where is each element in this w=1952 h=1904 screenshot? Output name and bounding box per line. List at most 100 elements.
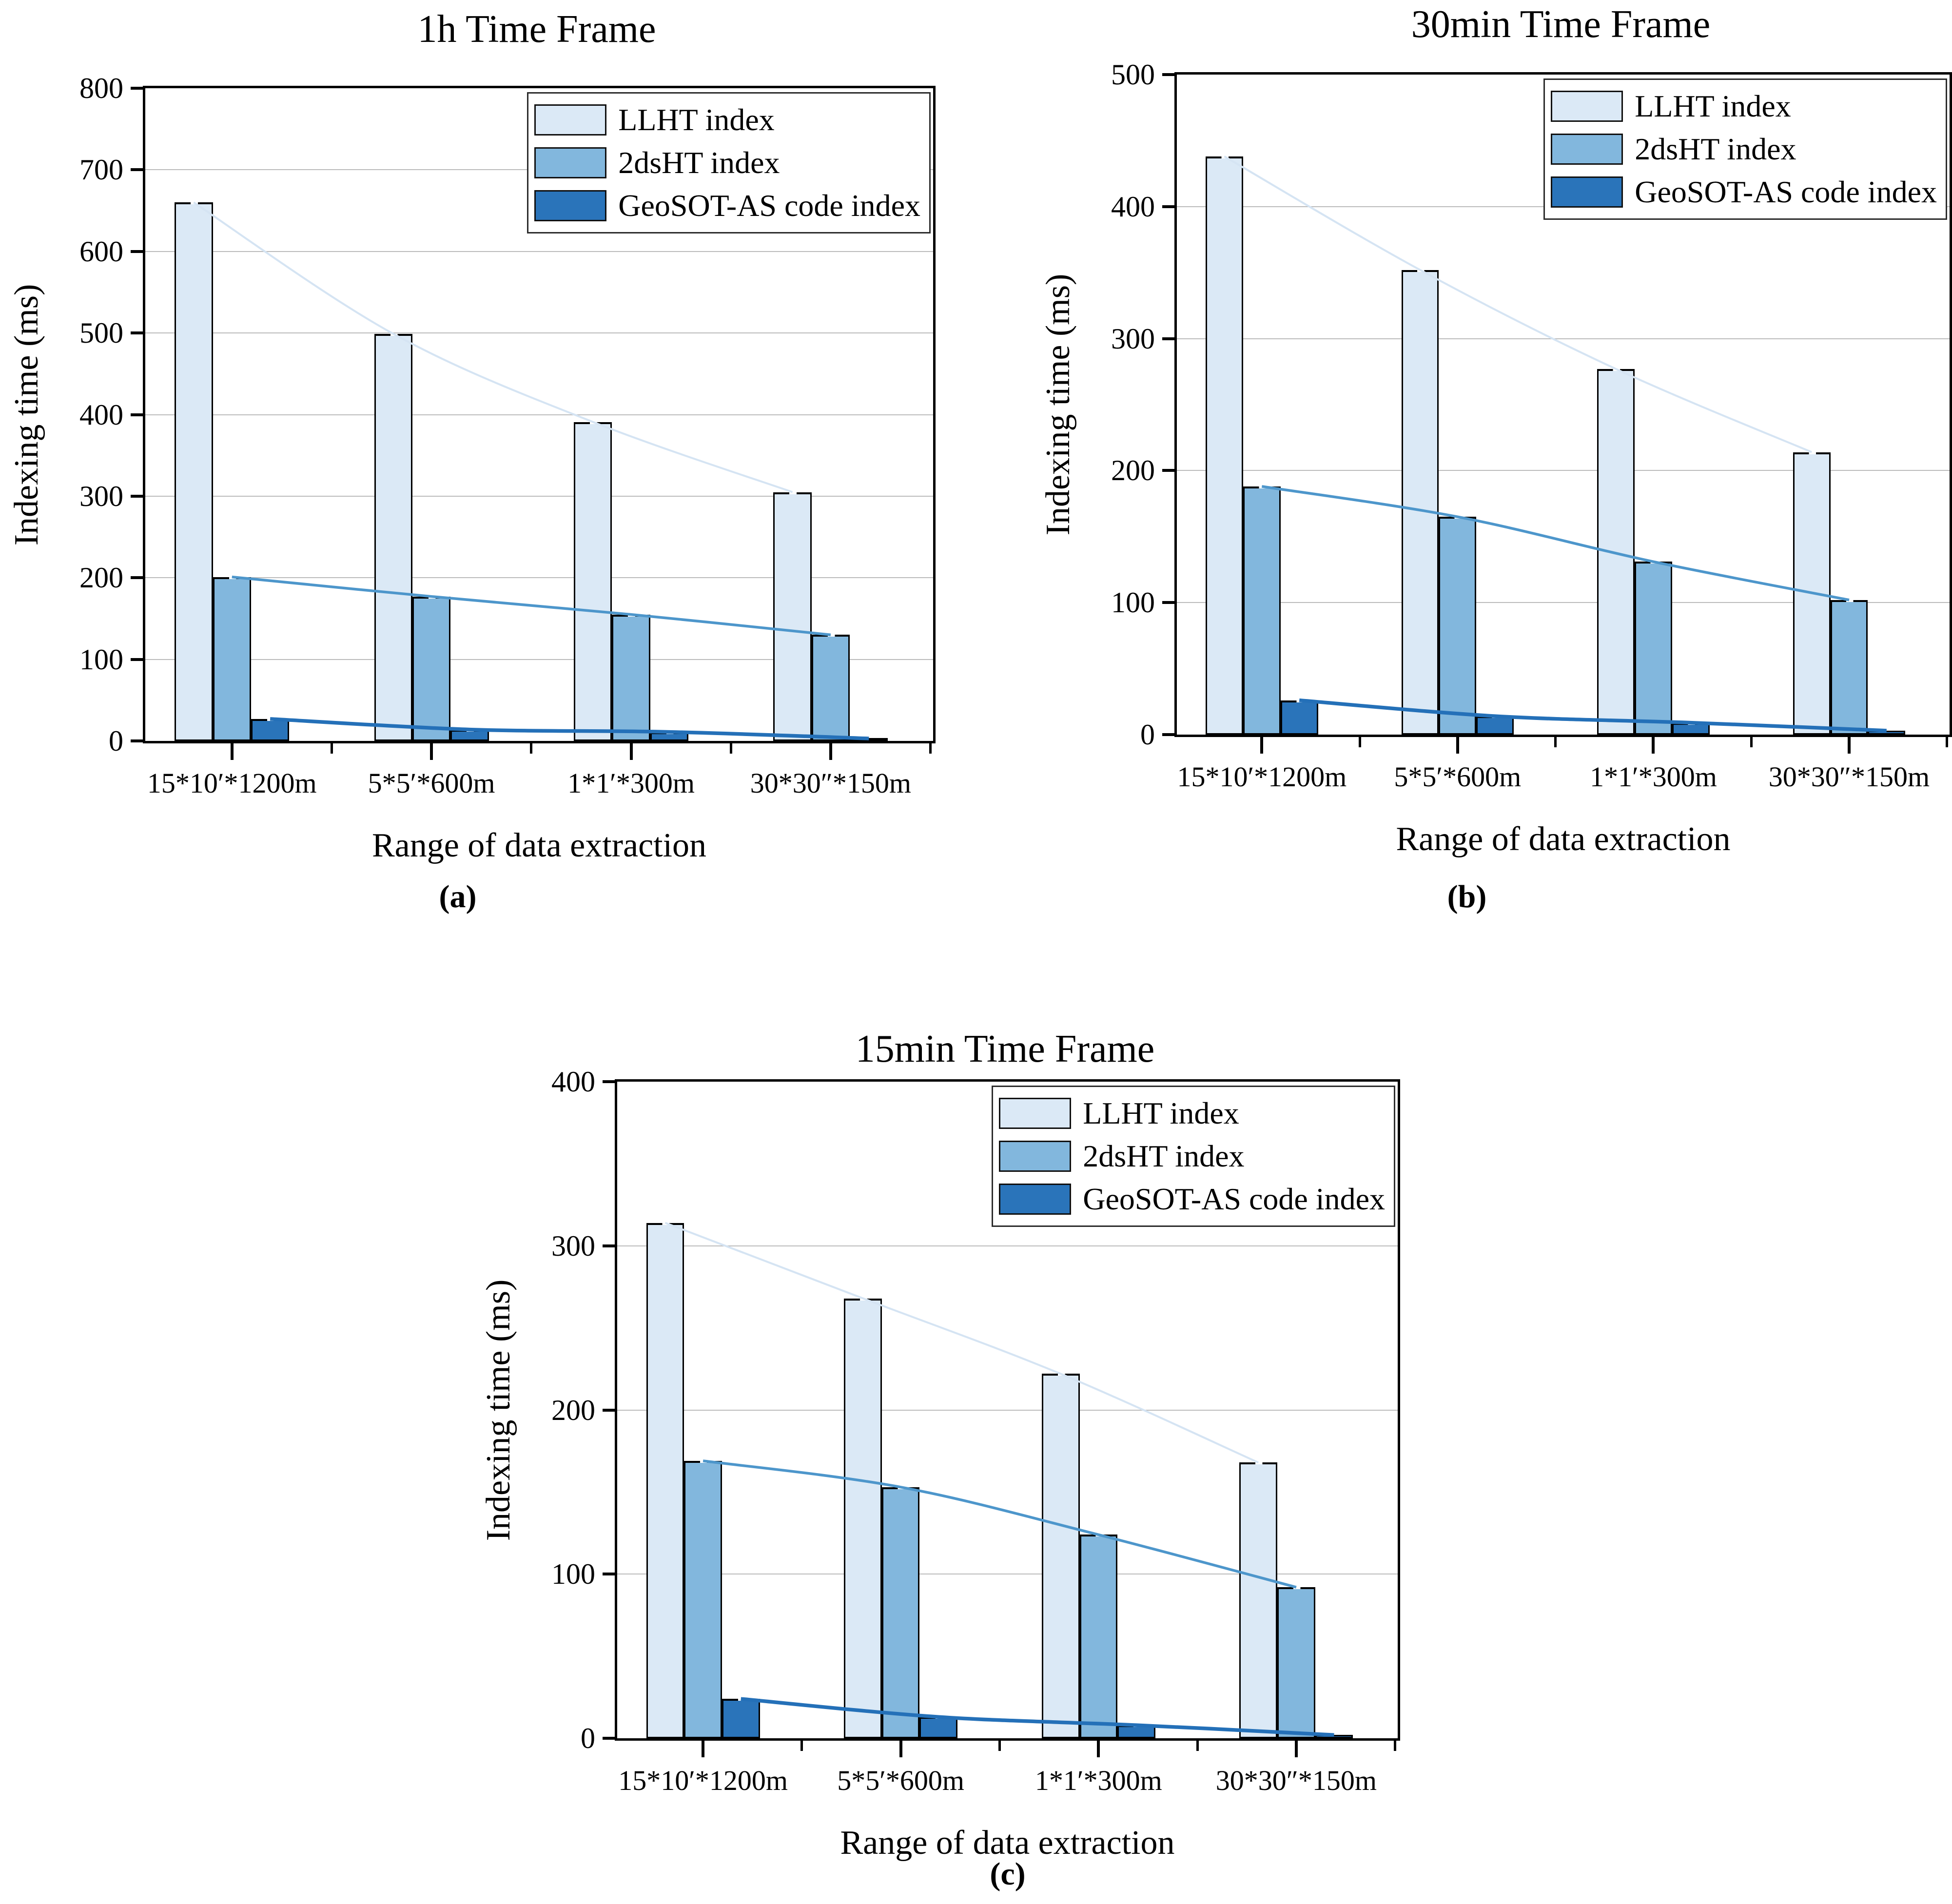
- x-tick-minor-mark: [530, 743, 533, 754]
- x-tick-mark: [1652, 737, 1655, 754]
- legend-item: GeoSOT-AS code index: [999, 1178, 1385, 1221]
- legend-swatch: [999, 1098, 1072, 1129]
- bar-top-border: [1277, 1587, 1315, 1590]
- gridline: [1177, 602, 1950, 603]
- legend-item: GeoSOT-AS code index: [534, 184, 920, 227]
- bar: [412, 596, 451, 741]
- bar: [1243, 486, 1281, 735]
- bar: [1401, 270, 1439, 735]
- trend-lines: [664, 1222, 1334, 1737]
- gridline: [617, 1409, 1398, 1411]
- legend-label: LLHT index: [1635, 89, 1791, 123]
- y-tick-mark: [1162, 337, 1174, 340]
- x-tick-mark: [702, 1741, 705, 1757]
- y-axis-label: Indexing time (ms): [1039, 273, 1077, 536]
- x-tick-mark: [629, 743, 633, 760]
- y-tick-mark: [1162, 73, 1174, 76]
- plot-area: 0 100 200 300 400 500 15*10′*1200m 5*5′*600m 1*1…: [1039, 58, 1952, 858]
- y-tick-mark: [131, 576, 143, 580]
- bar-top-border: [1830, 600, 1868, 602]
- gridline: [145, 332, 933, 334]
- legend: LLHT index 2dsHT index GeoSOT-AS code inde…: [1543, 78, 1947, 220]
- bar-top-border: [773, 492, 812, 494]
- legend-item: LLHT index: [1551, 85, 1937, 128]
- chart-title: 1h Time Frame: [417, 8, 656, 51]
- chart-title: 30min Time Frame: [1411, 3, 1711, 46]
- legend-label: 2dsHT index: [618, 145, 780, 180]
- gridline: [145, 659, 933, 660]
- bar: [811, 635, 850, 741]
- x-axis-label: Range of data extraction: [371, 827, 707, 864]
- bar: [1041, 1374, 1080, 1738]
- y-tick-mark: [1162, 601, 1174, 604]
- panel-label-c: (c): [990, 1856, 1026, 1892]
- trend-line: [193, 201, 793, 493]
- legend-swatch: [999, 1141, 1072, 1172]
- y-tick-mark: [1162, 469, 1174, 472]
- trend-line: [703, 1459, 1297, 1589]
- legend-item: LLHT index: [999, 1092, 1385, 1135]
- panel-label-a: (a): [439, 879, 477, 914]
- bar: [1597, 369, 1635, 735]
- x-axis-label: Range of data extraction: [1396, 820, 1731, 858]
- legend-swatch: [1551, 176, 1623, 208]
- y-tick-mark: [131, 413, 143, 416]
- plot-area: 0 100 200 300 400 500 600 700 800 15*10′*1200m 5*5…: [8, 72, 936, 864]
- x-tick-label: 15*10′*1200m: [1177, 761, 1347, 793]
- x-tick-minor-mark: [1554, 737, 1557, 747]
- chart-title: 15min Time Frame: [855, 1028, 1155, 1070]
- bar: [722, 1699, 760, 1738]
- y-tick-mark: [131, 739, 143, 742]
- y-tick-label: 200: [79, 562, 123, 594]
- y-tick-label: 600: [79, 235, 123, 268]
- bar: [374, 333, 412, 741]
- y-tick-mark: [603, 1573, 615, 1576]
- chart-panel-1h: 1h Time Frame 0 100 200 300 400 500 600 700 800 15…: [8, 0, 965, 868]
- x-tick-minor-mark: [800, 1741, 803, 1751]
- y-tick-mark: [131, 168, 143, 172]
- y-axis-label: Indexing time (ms): [8, 284, 45, 545]
- bar: [773, 492, 812, 741]
- gridline: [145, 577, 933, 579]
- y-tick-mark: [131, 87, 143, 90]
- y-tick-mark: [603, 1080, 615, 1083]
- y-tick-label: 700: [79, 154, 123, 186]
- x-tick-label: 30*30″*150m: [1768, 761, 1930, 793]
- legend-swatch: [534, 190, 607, 221]
- legend-swatch: [999, 1184, 1072, 1215]
- y-axis-label: Indexing time (ms): [480, 1279, 517, 1541]
- legend-label: GeoSOT-AS code index: [1083, 1182, 1385, 1216]
- bar: [574, 422, 612, 741]
- bar-top-border: [1239, 1462, 1278, 1465]
- trend-line: [664, 1222, 1259, 1464]
- y-tick-label: 0: [581, 1722, 595, 1754]
- y-tick-label: 400: [1111, 190, 1155, 223]
- x-tick-minor-mark: [1946, 737, 1949, 747]
- gridline: [1177, 470, 1950, 471]
- x-tick-label: 30*30″*150m: [1215, 1765, 1377, 1796]
- y-tick-label: 800: [79, 72, 123, 104]
- trend-line: [1224, 155, 1812, 453]
- x-tick-mark: [899, 1741, 902, 1757]
- x-tick-mark: [1847, 737, 1851, 754]
- bar: [612, 614, 650, 741]
- y-tick-label: 500: [79, 317, 123, 350]
- bar: [1206, 156, 1243, 735]
- legend-item: GeoSOT-AS code index: [1551, 171, 1937, 214]
- gridline: [145, 414, 933, 415]
- bar: [1280, 700, 1318, 735]
- gridline: [145, 251, 933, 252]
- y-tick-mark: [131, 658, 143, 661]
- x-tick-label: 15*10′*1200m: [618, 1765, 788, 1796]
- y-tick-label: 400: [551, 1066, 595, 1098]
- bar: [1079, 1535, 1118, 1738]
- legend-label: GeoSOT-AS code index: [1635, 175, 1937, 209]
- bar: [1315, 1735, 1353, 1738]
- x-axis-label: Range of data extraction: [840, 1824, 1175, 1862]
- legend-item: 2dsHT index: [534, 141, 920, 184]
- y-tick-label: 300: [551, 1229, 595, 1262]
- y-tick-label: 0: [109, 725, 123, 757]
- legend-swatch: [534, 104, 607, 136]
- bar: [1439, 517, 1477, 735]
